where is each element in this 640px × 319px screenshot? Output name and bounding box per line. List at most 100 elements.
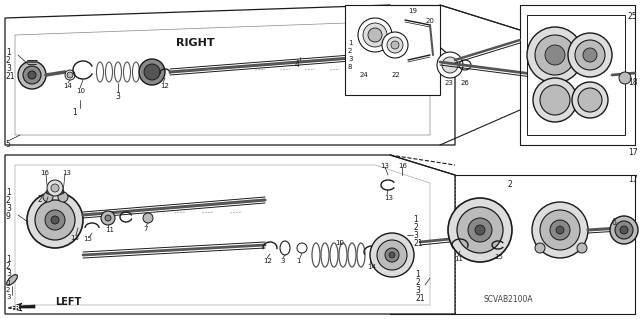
Circle shape [144,64,160,80]
Text: 2: 2 [6,56,11,65]
Circle shape [615,221,633,239]
Ellipse shape [321,243,329,267]
Text: 25: 25 [628,12,637,21]
Text: 2: 2 [6,196,11,205]
Text: 13: 13 [62,170,71,176]
Text: 1: 1 [6,188,11,197]
Circle shape [575,40,605,70]
Circle shape [370,233,414,277]
Text: 2: 2 [415,278,420,287]
Text: 1: 1 [415,270,420,279]
Ellipse shape [115,62,122,82]
Text: SCVAB2100A: SCVAB2100A [483,295,532,304]
Circle shape [535,243,545,253]
Circle shape [47,180,63,196]
Circle shape [65,70,75,80]
Circle shape [391,41,399,49]
Text: 1: 1 [296,258,301,264]
Text: 26: 26 [461,80,470,86]
Text: FR.: FR. [10,305,23,311]
Text: 17: 17 [628,175,637,184]
Text: 3: 3 [280,258,285,264]
Text: 13: 13 [380,163,389,169]
Ellipse shape [106,62,113,82]
Ellipse shape [312,243,320,267]
Circle shape [297,243,307,253]
Text: 9: 9 [6,212,11,221]
Text: 3: 3 [6,269,11,278]
Text: 2: 2 [38,195,43,204]
Circle shape [533,78,577,122]
Text: 2: 2 [6,262,11,271]
Text: 13: 13 [70,235,79,241]
Circle shape [105,215,111,221]
Text: 1: 1 [348,40,353,46]
Text: 4: 4 [295,60,300,69]
Circle shape [18,61,46,89]
Polygon shape [5,155,455,314]
Text: 21: 21 [6,72,15,81]
Circle shape [35,200,75,240]
Text: 19: 19 [408,8,417,14]
Circle shape [540,210,580,250]
Circle shape [550,220,570,240]
Text: 1: 1 [6,280,10,286]
Circle shape [389,252,395,258]
Circle shape [45,210,65,230]
Circle shape [583,48,597,62]
Ellipse shape [357,243,365,267]
Circle shape [540,85,570,115]
Circle shape [377,240,407,270]
Circle shape [568,33,612,77]
Text: 10: 10 [335,240,344,246]
Text: 1: 1 [72,108,77,117]
Text: 14: 14 [63,83,72,89]
Text: 16: 16 [40,170,49,176]
Circle shape [572,82,608,118]
Text: RIGHT: RIGHT [176,38,214,48]
Circle shape [363,23,387,47]
Circle shape [43,192,53,202]
Text: 12: 12 [160,83,169,89]
Text: 2: 2 [508,180,513,189]
Circle shape [51,216,59,224]
Text: 3: 3 [6,204,11,213]
Circle shape [545,45,565,65]
Circle shape [51,184,59,192]
Text: 5: 5 [5,140,10,149]
Text: 3: 3 [6,64,11,73]
Circle shape [527,27,583,83]
Text: 12: 12 [263,258,272,264]
Text: 3: 3 [116,92,120,101]
Circle shape [387,37,403,53]
Circle shape [532,202,588,258]
Circle shape [143,213,153,223]
Text: 7: 7 [143,226,147,232]
Circle shape [101,211,115,225]
Ellipse shape [348,243,356,267]
Text: 24: 24 [360,72,369,78]
Circle shape [556,226,564,234]
Text: 3: 3 [413,231,418,240]
Text: 21: 21 [415,294,424,303]
Circle shape [385,248,399,262]
Text: 1: 1 [6,255,11,264]
Text: 15: 15 [494,254,503,260]
Ellipse shape [132,62,140,82]
Text: 14: 14 [367,264,376,270]
Circle shape [382,32,408,58]
Text: 20: 20 [426,18,435,24]
Circle shape [468,218,492,242]
Text: 11: 11 [105,227,114,233]
Circle shape [67,72,73,78]
Text: 3: 3 [415,286,420,295]
Ellipse shape [6,275,17,286]
Text: 15: 15 [83,236,92,242]
Text: 2: 2 [413,223,418,232]
Circle shape [578,88,602,112]
Text: 8: 8 [348,64,353,70]
Polygon shape [527,15,625,135]
Text: 3: 3 [348,56,353,62]
Ellipse shape [339,243,347,267]
Text: 23: 23 [445,80,454,86]
